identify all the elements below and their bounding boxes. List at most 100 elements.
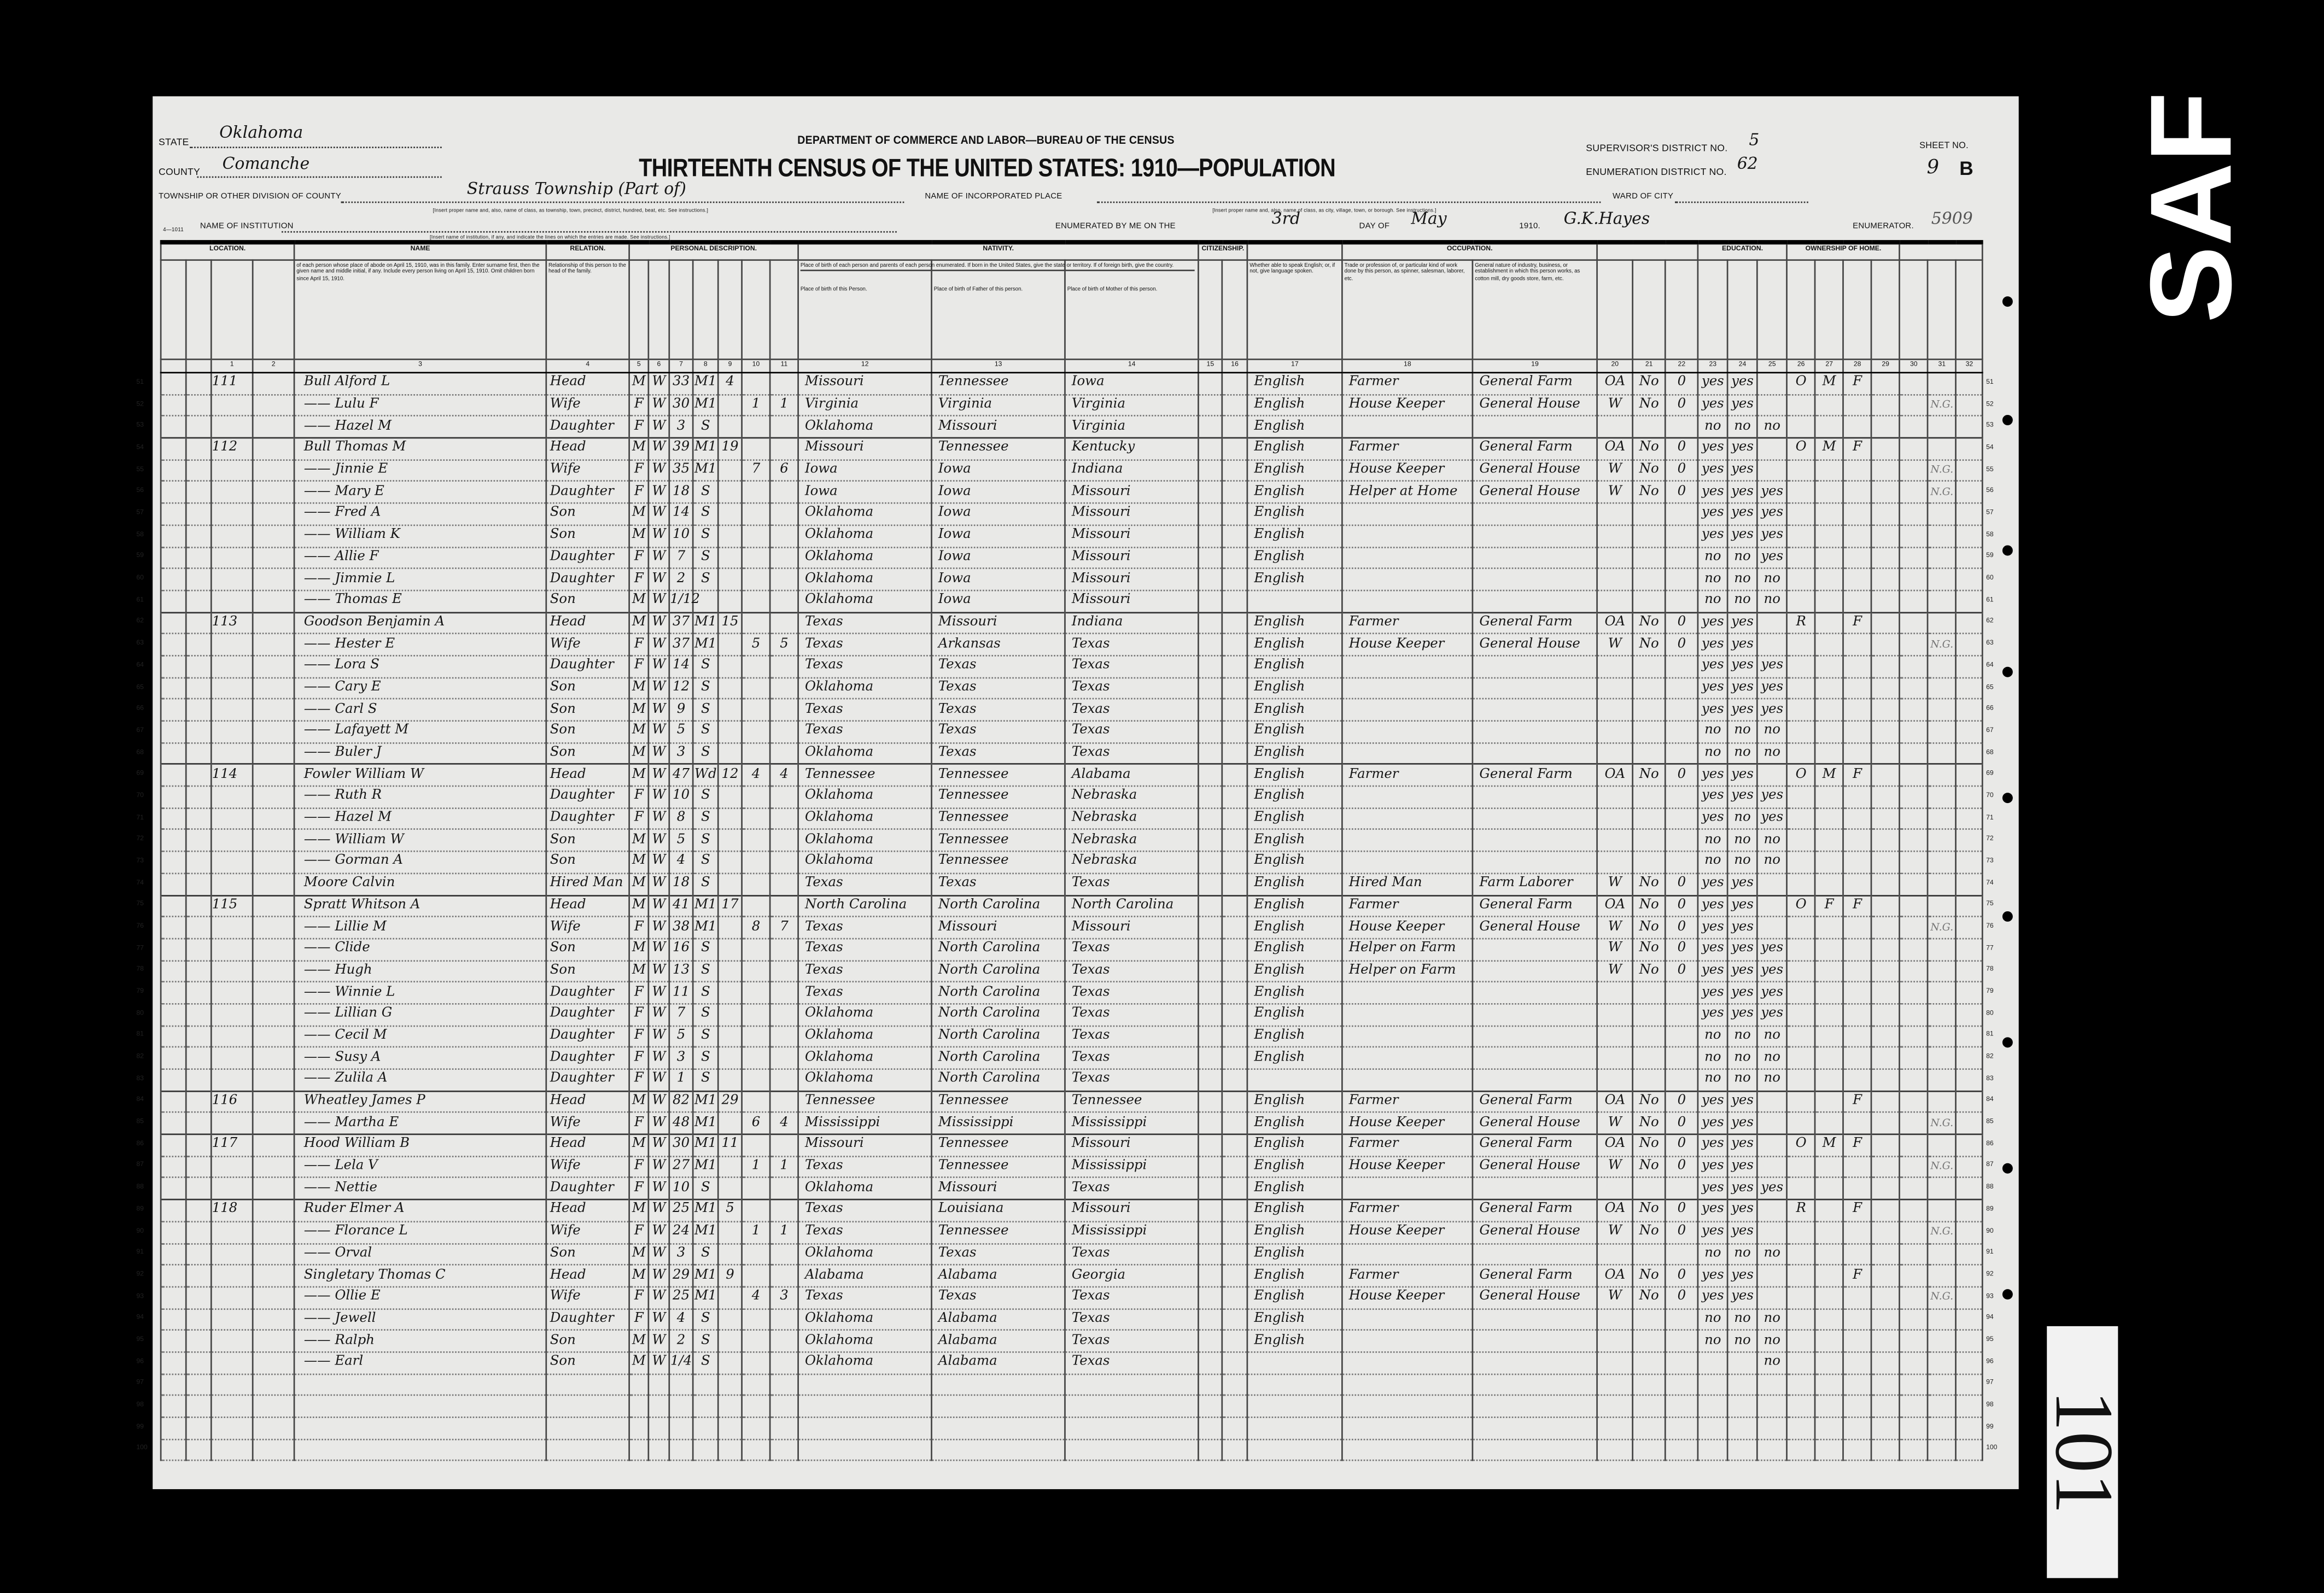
cell-imm [1198,1046,1223,1070]
cell-rel [545,1395,630,1418]
table-row: —— Hazel M Daughter F W 8 S Oklahoma Tennessee N… [160,807,1984,831]
cell-note [1927,372,1957,395]
cell-sch [1756,372,1788,395]
cell-sched [1871,676,1901,700]
cell-sch: no [1756,742,1788,765]
cell-sched [1871,415,1901,439]
cell-wr: yes [1727,916,1758,940]
cell-fbp: Louisiana [931,1199,1066,1222]
cell-sex: F [628,1177,650,1200]
cell-fam [252,372,295,395]
cell-fh [1842,698,1872,722]
cell-trade: Farmer [1341,894,1474,918]
cell-wk: 0 [1665,959,1699,983]
table-row: —— Winnie L Daughter F W 11 S Texas North Carol… [160,981,1984,1005]
line-number: 77 [136,943,144,951]
line-number: 80 [136,1009,144,1016]
cell-dw [210,654,254,678]
cell-sch: yes [1756,981,1788,1005]
cell-imm [1198,372,1223,395]
column-group-header: LOCATION. [160,240,295,261]
line-number: 82 [1986,1052,1994,1060]
cell-cl [769,1024,799,1049]
column-description [1842,259,1872,360]
cell-mort [1814,633,1844,657]
cell-own [1786,1177,1816,1200]
line-number: 87 [136,1161,144,1169]
cell-deaf [1955,611,1984,635]
cell-wr: no [1727,807,1758,831]
cell-hn [185,872,212,896]
cell-trade [1341,698,1474,722]
line-number: 77 [1986,943,1994,951]
cell-wk [1665,1068,1699,1092]
cell-cl [769,546,799,570]
cell-sch: no [1756,1242,1788,1266]
cell-imm [1198,1024,1223,1049]
cell-deaf [1955,959,1984,983]
column-number: 10 [741,358,771,374]
cell-sch: no [1756,589,1788,613]
column-number: 24 [1727,358,1758,374]
cell-note [1927,1133,1957,1157]
cell-ym [717,546,743,570]
cell-fbp: Mississippi [931,1111,1066,1135]
cell-color: W [647,1220,670,1244]
cell-st [160,938,187,961]
cell-cb [741,851,771,874]
cell-name: —— Hester E [293,633,547,657]
cell-note [1927,742,1957,765]
cell-cl [769,742,799,765]
cell-fbp: Iowa [931,546,1066,570]
cell-st [160,415,187,439]
line-number: 82 [136,1052,144,1060]
cell-trade [1341,807,1474,831]
cell-lang: English [1246,654,1343,678]
cell-emp [1596,1373,1634,1397]
cell-deaf [1955,633,1984,657]
township-value: Strauss Township (Part of) [466,179,686,199]
cell-st [160,372,187,395]
cell-sched [1871,1351,1901,1375]
cell-dw [210,1068,254,1092]
cell-dw [210,546,254,570]
cell-sex: M [628,1199,650,1222]
cell-rd: no [1697,567,1729,591]
cell-rel: Son [545,589,630,613]
cell-note: N.G. [1927,916,1957,940]
cell-fam [252,851,295,874]
column-description [1596,259,1634,360]
cell-st [160,394,187,417]
cell-ind [1472,1068,1598,1092]
cell-cb [741,742,771,765]
line-number: 96 [136,1356,144,1364]
cell-imm [1198,785,1223,809]
cell-imm [1198,851,1223,874]
cell-cb [741,894,771,918]
cell-ms: S [692,546,719,570]
cell-mort [1814,1199,1844,1222]
cell-fh: F [1842,437,1872,461]
cell-lang: English [1246,959,1343,983]
cell-name: —— Buler J [293,742,547,765]
cell-hn [185,1330,212,1353]
cell-deaf [1955,589,1984,613]
cell-wr: yes [1727,1177,1758,1200]
cell-ms [692,1416,719,1440]
column-group-header: PERSONAL DESCRIPTION. [628,240,799,261]
column-number: 6 [647,358,670,374]
cell-fbp: Iowa [931,481,1066,504]
cell-age: 29 [668,1264,694,1288]
cell-fh [1842,916,1872,940]
line-number: 86 [136,1139,144,1147]
cell-nat [1221,1090,1248,1114]
cell-mort [1814,1046,1844,1070]
cell-emp [1596,1003,1634,1027]
column-group-header: NAME [293,240,547,261]
cell-mort: M [1814,372,1844,395]
cell-rd: no [1697,546,1729,570]
cell-sex: F [628,415,650,439]
cell-note: N.G. [1927,394,1957,417]
cell-bp [797,1373,933,1397]
cell-dw [210,742,254,765]
